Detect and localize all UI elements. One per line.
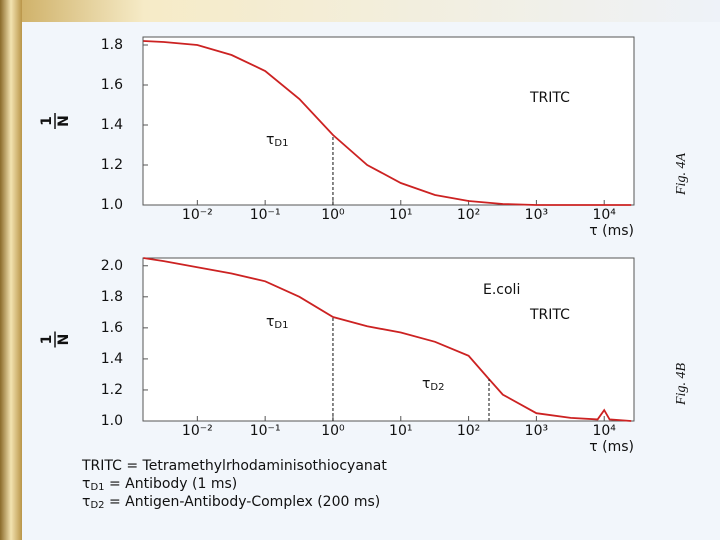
y-tick-label: 1.8 xyxy=(101,289,123,305)
y-tick-label: 1.6 xyxy=(101,320,123,336)
icon-label: TRITC xyxy=(529,307,570,323)
y-label-denominator: N xyxy=(56,115,72,127)
x-tick-label: 10⁴ xyxy=(592,423,616,439)
y-tick-label: 1.6 xyxy=(101,77,123,93)
note-symbol: TRITC xyxy=(81,458,122,474)
y-tick-label: 2.0 xyxy=(101,258,123,274)
fig-label: Fig. 4A xyxy=(674,153,689,196)
y-tick-label: 1.0 xyxy=(101,197,123,213)
note-symbol: τ xyxy=(82,476,90,492)
annotation-subscript: D1 xyxy=(274,320,288,331)
annotation-symbol: τ xyxy=(266,314,274,330)
annotation-label: τD1 xyxy=(266,314,289,331)
annotation-label: τD2 xyxy=(422,376,445,393)
y-tick-label: 1.8 xyxy=(101,37,123,53)
note-text: = Antigen-Antibody-Complex (200 ms) xyxy=(105,494,381,510)
y-label-numerator: 1 xyxy=(39,116,55,126)
x-tick-label: 10⁰ xyxy=(321,207,345,223)
y-tick-label: 1.4 xyxy=(101,117,123,133)
icon-label: TRITC xyxy=(529,90,570,106)
fig-label: Fig. 4B xyxy=(674,363,689,406)
y-tick-label: 1.2 xyxy=(101,157,123,173)
x-tick-label: 10⁴ xyxy=(592,207,616,223)
data-line xyxy=(143,40,632,206)
note-text: = Tetramethylrhodaminisothiocyanat xyxy=(122,458,387,474)
annotation-label: τD1 xyxy=(266,132,289,149)
x-tick-label: 10³ xyxy=(525,423,548,439)
note: τD2 = Antigen-Antibody-Complex (200 ms) xyxy=(82,494,380,511)
x-tick-label: 10¹ xyxy=(389,423,412,439)
x-tick-label: 10² xyxy=(457,207,480,223)
y-label-denominator: N xyxy=(56,334,72,346)
x-tick-label: 10⁻² xyxy=(182,423,213,439)
left-band xyxy=(0,0,22,540)
top-band xyxy=(0,0,720,22)
y-tick-label: 1.0 xyxy=(101,413,123,429)
x-tick-label: 10² xyxy=(457,423,480,439)
x-axis-label: τ (ms) xyxy=(589,223,634,239)
data-line xyxy=(143,257,632,422)
annotation-symbol: τ xyxy=(266,132,274,148)
note-subscript: D2 xyxy=(90,500,104,511)
x-tick-label: 10⁻² xyxy=(182,207,213,223)
annotation-subscript: D2 xyxy=(430,382,444,393)
y-label-numerator: 1 xyxy=(39,335,55,345)
y-tick-label: 1.4 xyxy=(101,351,123,367)
annotation-symbol: τ xyxy=(422,376,430,392)
note-text: = Antibody (1 ms) xyxy=(105,476,238,492)
annotation-subscript: D1 xyxy=(274,138,288,149)
note-subscript: D1 xyxy=(90,482,104,493)
x-tick-label: 10⁰ xyxy=(321,423,345,439)
x-tick-label: 10¹ xyxy=(389,207,412,223)
x-tick-label: 10⁻¹ xyxy=(250,207,281,223)
y-tick-label: 1.2 xyxy=(101,382,123,398)
plot-area xyxy=(142,257,635,422)
x-tick-label: 10⁻¹ xyxy=(250,423,281,439)
x-tick-label: 10³ xyxy=(525,207,548,223)
plot-area xyxy=(142,36,635,206)
icon-label: E.coli xyxy=(483,282,520,298)
fig-label-group: Fig. 4A xyxy=(674,153,689,196)
fig-label-group: Fig. 4B xyxy=(674,363,689,406)
x-axis-label: τ (ms) xyxy=(589,439,634,455)
note-symbol: τ xyxy=(82,494,90,510)
note: TRITC = Tetramethylrhodaminisothiocyanat xyxy=(81,458,387,474)
note: τD1 = Antibody (1 ms) xyxy=(82,476,237,493)
